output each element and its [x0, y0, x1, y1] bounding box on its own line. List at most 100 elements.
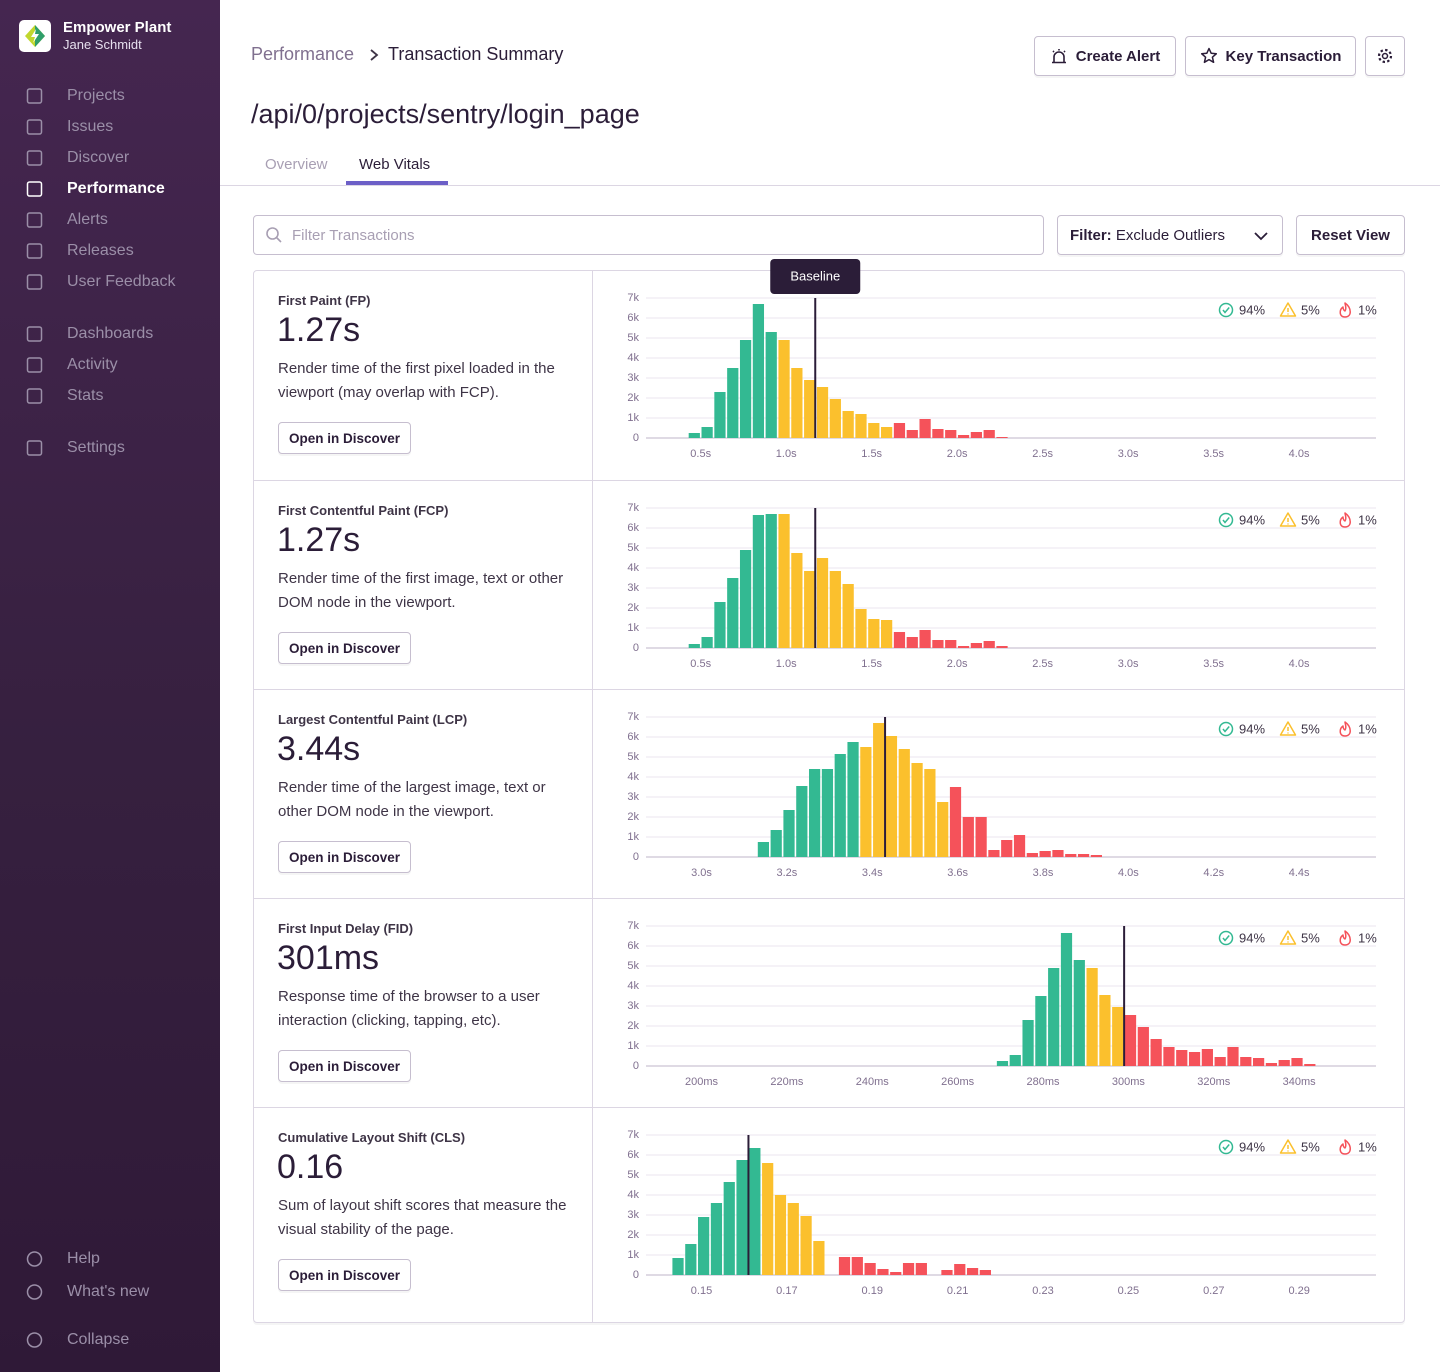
key-transaction-button[interactable]: Key Transaction	[1185, 36, 1356, 76]
nav-item[interactable]: What's new	[67, 1283, 150, 1300]
histogram-bar	[975, 817, 987, 857]
histogram-bar	[778, 514, 790, 648]
open-in-discover-button[interactable]: Open in Discover	[278, 841, 411, 873]
org-logo[interactable]	[19, 20, 51, 52]
legend-icon	[1279, 1139, 1297, 1154]
vital-description: Sum of layout shift scores that measure …	[278, 1197, 567, 1238]
x-tick-label: 4.0s	[1289, 658, 1310, 670]
legend-label: 1%	[1358, 930, 1377, 945]
y-tick-label: 2k	[627, 1020, 639, 1032]
x-tick-label: 3.0s	[1118, 448, 1139, 460]
histogram-bar	[957, 435, 970, 438]
alert-icon	[1051, 49, 1066, 64]
histogram-bar	[893, 632, 906, 648]
y-tick-label: 7k	[627, 292, 639, 304]
open-in-discover-button[interactable]: Open in Discover	[278, 422, 411, 454]
nav-item[interactable]: Activity	[67, 356, 118, 373]
nav-item[interactable]: Releases	[67, 242, 134, 259]
nav-item[interactable]: Discover	[67, 149, 130, 166]
nav-item[interactable]: Performance	[67, 180, 165, 197]
y-tick-label: 7k	[627, 502, 639, 514]
nav-icon	[26, 88, 43, 104]
reset-view-button[interactable]: Reset View	[1296, 215, 1405, 255]
x-tick-label: 220ms	[770, 1076, 804, 1088]
nav-item[interactable]: Help	[67, 1250, 100, 1267]
org-name[interactable]: Empower Plant	[63, 19, 172, 36]
histogram-bar	[701, 637, 713, 648]
search-icon	[266, 227, 282, 243]
histogram-bar	[932, 429, 944, 438]
vital-description: Render time of the largest image, text o…	[278, 779, 546, 820]
nav-item[interactable]: Stats	[67, 387, 104, 404]
x-tick-label: 2.5s	[1032, 658, 1053, 670]
nav-icon	[26, 1251, 43, 1267]
search-input[interactable]: Filter Transactions	[253, 215, 1044, 255]
nav-item[interactable]: Settings	[67, 439, 125, 456]
histogram-bar	[906, 637, 918, 648]
x-tick-label: 3.0s	[1118, 658, 1139, 670]
nav-icon	[26, 181, 43, 197]
user-name[interactable]: Jane Schmidt	[63, 37, 142, 52]
tooltip-box	[770, 259, 861, 294]
histogram-bar	[842, 584, 854, 648]
histogram-bar	[937, 802, 949, 857]
histogram-bar	[911, 763, 923, 857]
histogram-bar	[739, 340, 752, 438]
breadcrumb-link[interactable]: Performance	[251, 44, 355, 64]
x-tick-label: 3.0s	[691, 867, 712, 879]
open-in-discover-button[interactable]: Open in Discover	[278, 1259, 411, 1291]
nav-item[interactable]: Dashboards	[67, 325, 154, 342]
nav-item[interactable]: Alerts	[67, 211, 108, 228]
nav-item[interactable]: Projects	[67, 87, 125, 104]
x-tick-label: 0.21	[947, 1285, 968, 1297]
x-tick-label: 0.19	[862, 1285, 883, 1297]
settings-button[interactable]	[1365, 36, 1405, 76]
histogram-bar	[979, 1270, 991, 1275]
y-tick-label: 2k	[627, 1229, 639, 1241]
histogram-bar	[783, 810, 795, 857]
histogram-bar	[906, 430, 918, 438]
histogram-bar	[1039, 851, 1051, 857]
tab-active[interactable]: Web Vitals	[359, 156, 431, 173]
create-alert-button[interactable]: Create Alert	[1034, 36, 1176, 76]
histogram-bar	[821, 769, 834, 857]
histogram-bar	[983, 430, 995, 438]
histogram-bar	[685, 1244, 697, 1275]
x-tick-label: 0.27	[1203, 1285, 1224, 1297]
nav-item[interactable]: User Feedback	[67, 273, 176, 290]
histogram-bar	[727, 368, 739, 438]
filter-dropdown[interactable]: Filter: Exclude Outliers	[1057, 215, 1283, 255]
icon-shape	[26, 357, 43, 373]
histogram-bar	[1001, 840, 1013, 857]
vital-card: First Contentful Paint (FCP) 1.27s Render …	[254, 480, 1405, 689]
histogram-bar	[1060, 933, 1073, 1066]
histogram-bar	[919, 630, 931, 648]
tab[interactable]: Overview	[265, 156, 328, 173]
histogram-bar	[996, 646, 1008, 648]
histogram-bar	[1022, 1020, 1034, 1066]
histogram-bar	[1176, 1050, 1188, 1066]
icon-shape	[26, 388, 43, 404]
open-in-discover-button[interactable]: Open in Discover	[278, 1050, 411, 1082]
histogram-bar	[954, 1264, 966, 1275]
histogram-bar	[1065, 854, 1077, 857]
icon-shape	[26, 150, 43, 166]
histogram-bar	[834, 754, 846, 857]
histogram-bar	[919, 419, 931, 438]
histogram-bar	[966, 1268, 979, 1275]
histogram-bar	[877, 1269, 889, 1275]
nav-item[interactable]: Collapse	[67, 1331, 130, 1348]
nav-item[interactable]: Issues	[67, 118, 114, 135]
histogram-bar	[765, 332, 777, 438]
histogram-bar	[996, 437, 1008, 438]
vital-name: First Input Delay (FID)	[278, 921, 414, 936]
x-tick-label: 0.23	[1032, 1285, 1053, 1297]
histogram-bar	[1150, 1039, 1162, 1066]
histogram-bar	[1026, 853, 1038, 857]
y-tick-label: 1k	[627, 412, 639, 424]
button-label: Create Alert	[1075, 47, 1161, 65]
histogram-bar	[1052, 850, 1064, 857]
histogram-bar	[949, 787, 962, 857]
vital-summary	[254, 271, 593, 480]
open-in-discover-button[interactable]: Open in Discover	[278, 632, 411, 664]
